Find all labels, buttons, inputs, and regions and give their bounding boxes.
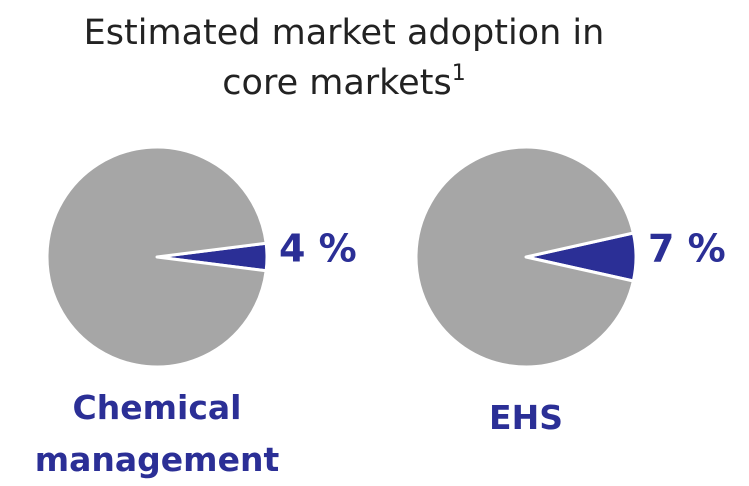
title: Estimated market adoption in core market…	[64, 8, 624, 108]
category-label: Chemical management	[34, 388, 280, 479]
title-footnote: 1	[451, 61, 466, 86]
value-label: 7 %	[648, 227, 726, 271]
pie-slice	[45, 145, 268, 369]
title-text: Estimated market adoption in core market…	[83, 13, 605, 103]
value-label: 4 %	[279, 227, 357, 271]
pie-slice	[414, 145, 635, 369]
category-label: EHS	[489, 398, 563, 437]
